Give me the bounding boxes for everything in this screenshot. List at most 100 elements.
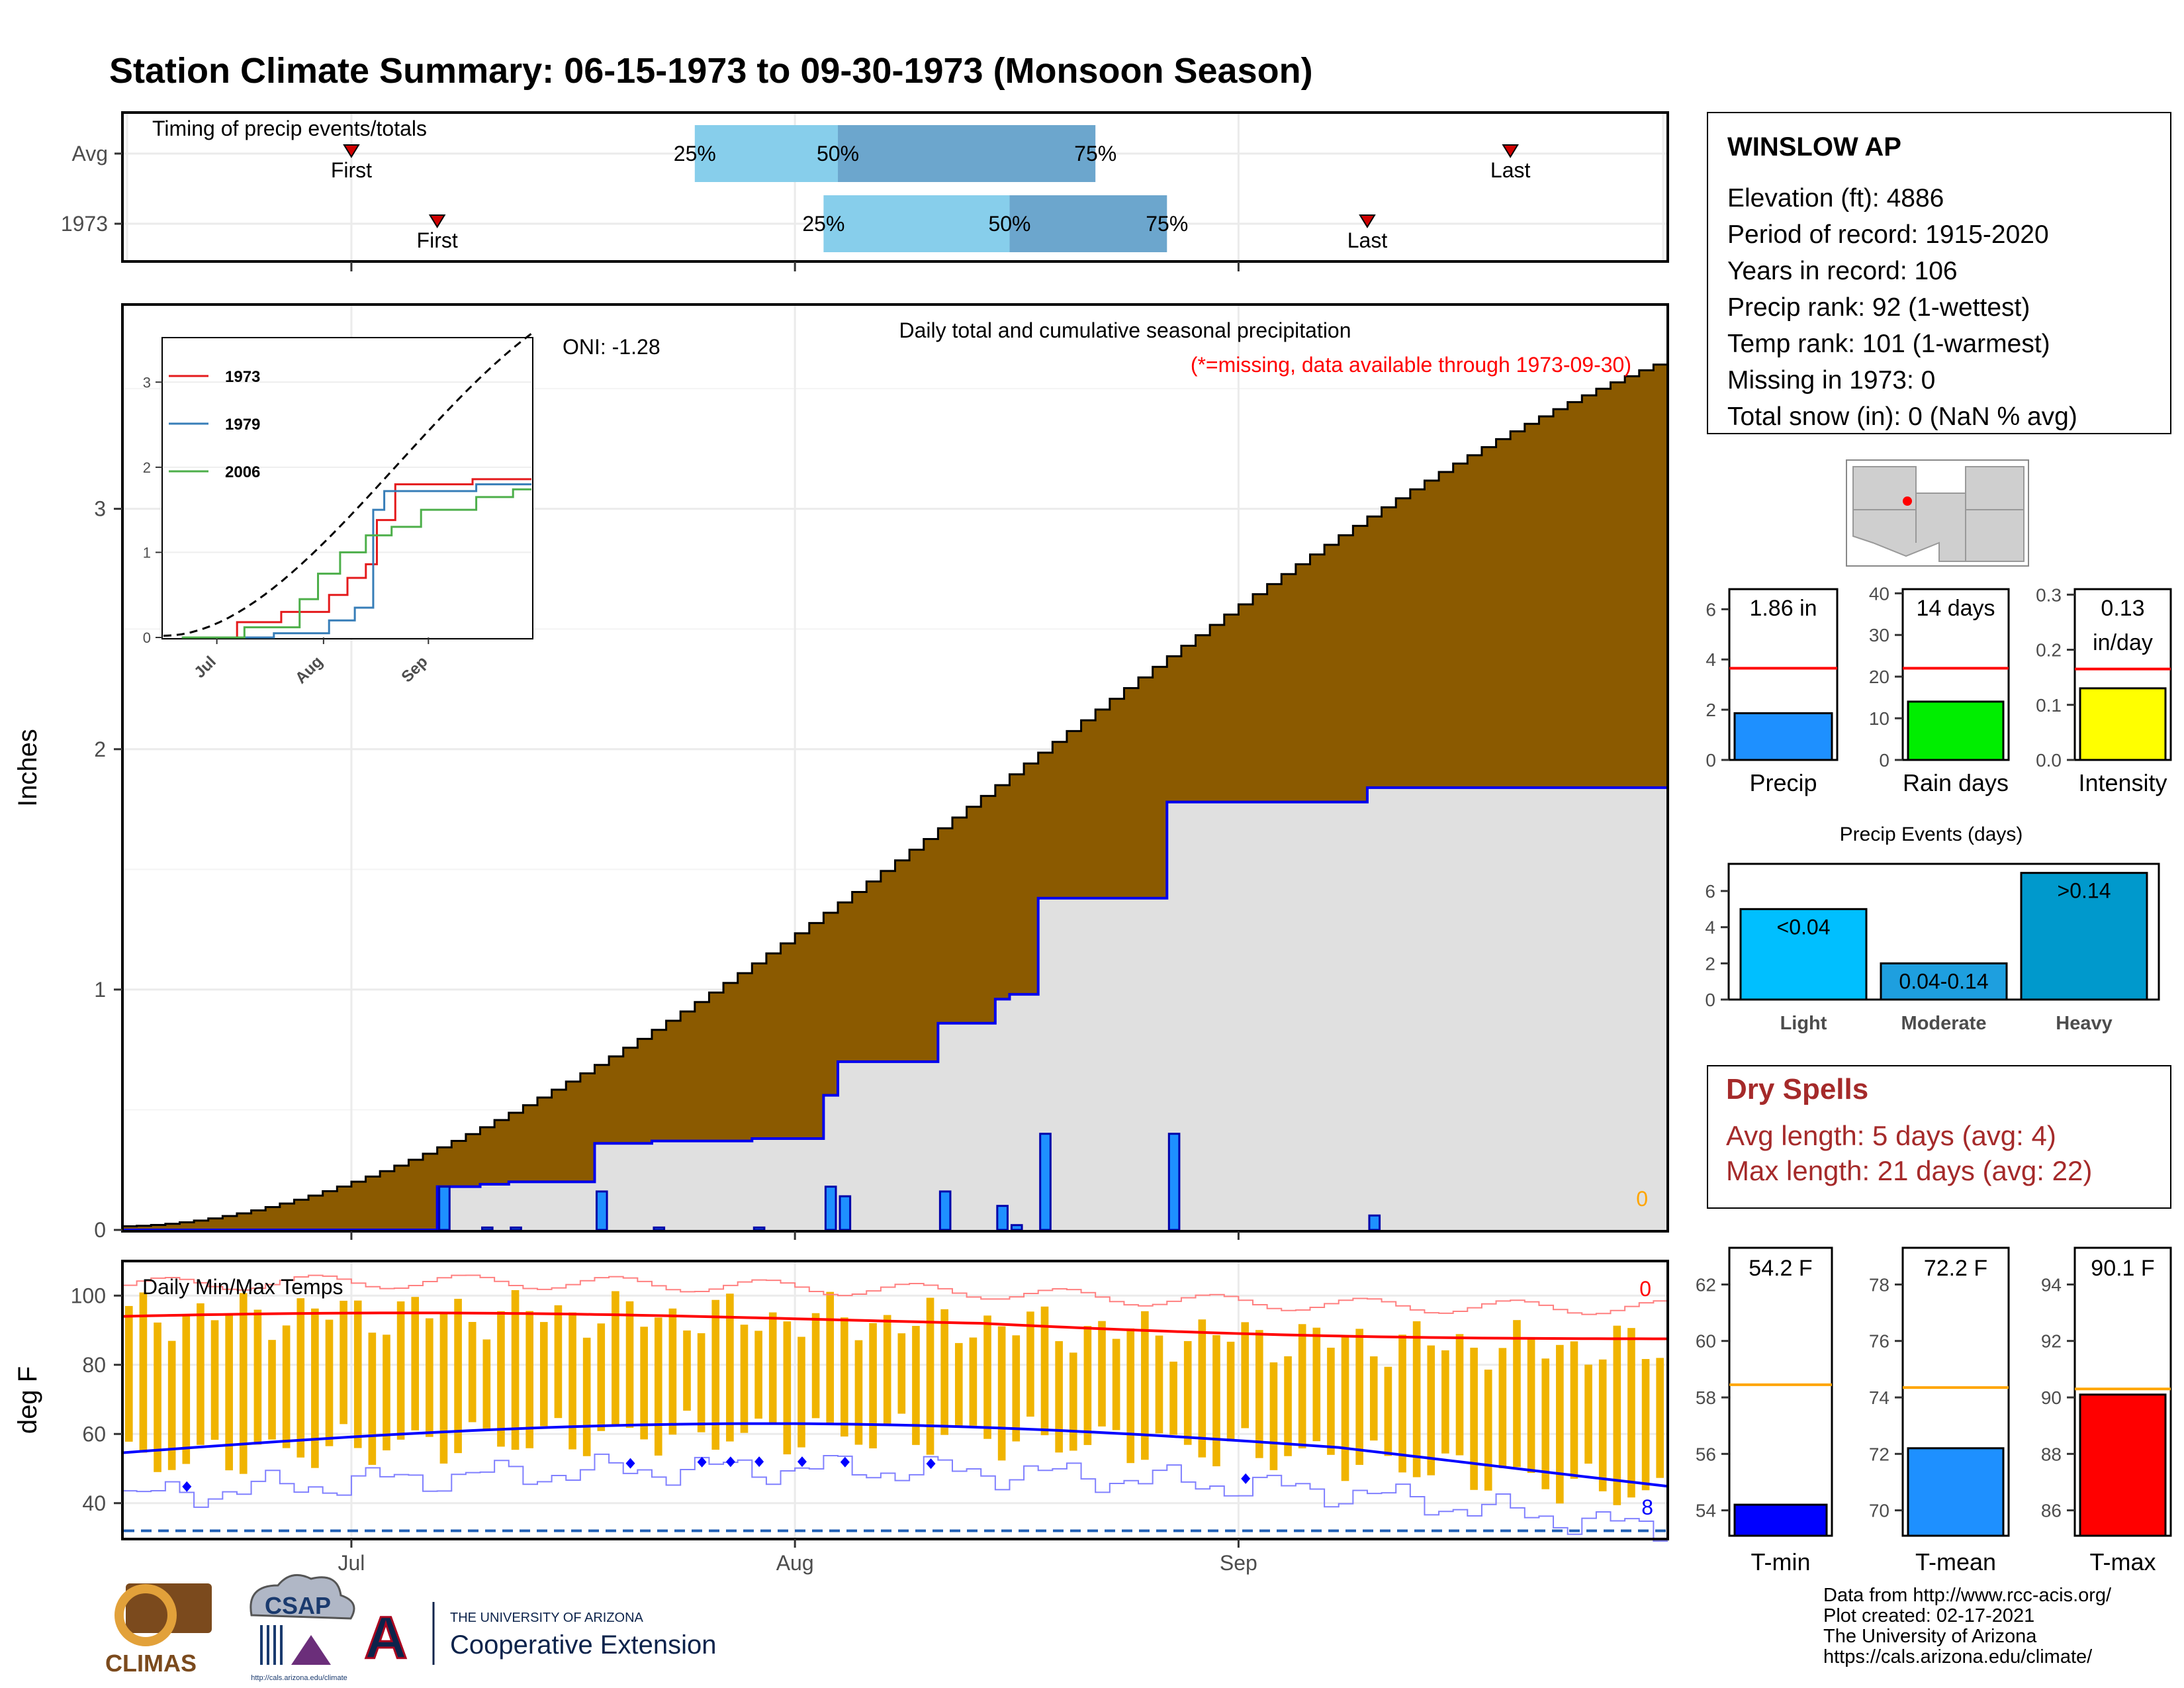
- dry-spells-avg-length: Avg length: 5 days (avg: 4): [1726, 1120, 2056, 1151]
- temp-summary-bar: [1733, 1503, 1828, 1537]
- temperature-summary-charts: 54 56 58 60 62 54.2 F T-min 70 72 74 76 78 72.2 F T-m…: [1696, 1246, 2172, 1575]
- daily-temp-bar: [1341, 1336, 1349, 1481]
- daily-temp-bar: [1155, 1335, 1163, 1434]
- temp-summary-y-tick-label: 90: [2041, 1387, 2062, 1408]
- daily-temp-bar: [754, 1331, 762, 1419]
- daily-temp-bar: [1098, 1321, 1106, 1427]
- daily-precip-bar: [653, 1226, 666, 1231]
- temp-summary-bar: [2079, 1393, 2167, 1537]
- station-box-frame: [1707, 112, 2171, 434]
- page-title: Station Climate Summary: 06-15-1973 to 0…: [109, 51, 1313, 91]
- summary-value-label: 1.86 in: [1749, 596, 1817, 621]
- daily-temp-bar: [167, 1340, 176, 1470]
- csap-logo: CSAP http://cals.arizona.edu/climate: [250, 1573, 355, 1682]
- temp-y-tick-label: 80: [82, 1353, 106, 1377]
- temp-panel-label: Daily Min/Max Temps: [142, 1275, 343, 1299]
- daily-temp-bar: [1198, 1319, 1206, 1458]
- summary-y-tick-label: 20: [1869, 667, 1889, 687]
- timing-last-label: Last: [1490, 158, 1531, 182]
- daily-temp-bar: [640, 1327, 648, 1440]
- daily-temp-bar: [225, 1315, 233, 1471]
- dry-spells-frame: [1707, 1065, 2171, 1209]
- daily-temp-bar: [182, 1315, 191, 1464]
- inset-series-line: [181, 488, 531, 639]
- daily-temp-bar: [697, 1333, 705, 1432]
- station-info-box: WINSLOW AP Elevation (ft): 4886 Period of…: [1707, 112, 2171, 434]
- daily-precip-bar: [824, 1186, 837, 1231]
- credit-line: https://cals.arizona.edu/climate/: [1823, 1646, 2093, 1667]
- timing-row-label: Avg: [71, 142, 108, 165]
- events-title: Precip Events (days): [1840, 823, 2023, 845]
- timing-row-label: 1973: [61, 212, 108, 236]
- summary-y-tick-label: 30: [1869, 625, 1889, 645]
- daily-precip-bar: [1010, 1224, 1023, 1231]
- daily-temp-bar: [1040, 1306, 1049, 1436]
- temp-panel-frame: [121, 1260, 1669, 1540]
- csap-mountain-shape: [291, 1635, 331, 1665]
- daily-temp-bar: [1470, 1347, 1478, 1490]
- daily-temp-bar: [654, 1317, 662, 1456]
- record-low-marker: [625, 1458, 635, 1469]
- temp-summary-x-label: T-min: [1751, 1548, 1811, 1575]
- station-info-line: Elevation (ft): 4886: [1727, 184, 1944, 212]
- record-low-marker: [840, 1456, 850, 1468]
- summary-x-label: Rain days: [1903, 769, 2009, 796]
- daily-temp-bar: [582, 1337, 591, 1456]
- daily-temp-bar: [597, 1323, 606, 1431]
- daily-temp-bar: [683, 1330, 691, 1411]
- summary-y-tick-label: 0.3: [2036, 585, 2062, 605]
- daily-temp-bar: [926, 1297, 934, 1455]
- daily-precip-bar: [938, 1190, 952, 1231]
- missing-note: (*=missing, data available through 1973-…: [1191, 353, 1631, 377]
- credit-line: Data from http://www.rcc-acis.org/: [1823, 1585, 2112, 1606]
- daily-temp-bar: [1284, 1356, 1292, 1456]
- station-info-line: Period of record: 1915-2020: [1727, 220, 2049, 249]
- summary-y-tick-label: 2: [1706, 700, 1716, 720]
- daily-temp-bar: [368, 1333, 377, 1465]
- temp-summary-y-tick-label: 88: [2041, 1444, 2062, 1464]
- daily-temp-bar: [1026, 1311, 1034, 1417]
- precip-y-tick-label: 0: [94, 1218, 106, 1242]
- summary-value-bar: [2079, 687, 2167, 761]
- daily-temp-bar: [625, 1301, 634, 1428]
- csap-cloud-shape: [250, 1573, 355, 1620]
- temp-y-tick-label: 100: [71, 1284, 106, 1307]
- daily-temp-bar: [1327, 1347, 1335, 1455]
- record-low-marker: [754, 1456, 764, 1468]
- summary-x-label: Precip: [1749, 769, 1817, 796]
- events-category-label: Light: [1780, 1013, 1827, 1034]
- daily-temp-bar: [497, 1311, 505, 1447]
- daily-temp-bar: [1126, 1328, 1135, 1464]
- daily-temp-bar: [396, 1301, 405, 1440]
- record-low-marker: [1241, 1473, 1251, 1484]
- csap-rain-lines: [260, 1625, 283, 1665]
- daily-temp-bar: [711, 1299, 720, 1450]
- timing-first-marker: [428, 214, 446, 228]
- events-y-tick-label: 2: [1705, 953, 1715, 974]
- summary-value-bar: [1907, 700, 2005, 761]
- temp-summary-y-tick-label: 74: [1869, 1387, 1889, 1408]
- timing-first-label: First: [331, 158, 372, 182]
- daily-temp-bar: [197, 1303, 205, 1445]
- daily-temp-bar: [1584, 1364, 1592, 1464]
- timing-p25-label: 25%: [674, 142, 716, 165]
- dry-spells-max-length: Max length: 21 days (avg: 22): [1726, 1155, 2092, 1186]
- daily-temp-bar: [311, 1308, 319, 1468]
- average-min-line: [122, 1422, 1668, 1488]
- daily-temp-bar: [154, 1322, 161, 1472]
- csap-logo-text: CSAP: [265, 1592, 331, 1619]
- summary-value-bar: [1733, 712, 1833, 761]
- daily-temp-bar: [797, 1336, 805, 1448]
- inset-series-line: [181, 483, 531, 639]
- daily-temp-bar: [1498, 1348, 1507, 1468]
- daily-temp-bar: [883, 1315, 891, 1425]
- timing-panel: Avg 25% 50% 75% First Last 1973 25% 50% 75% First L…: [61, 111, 1669, 271]
- climas-logo-sun: [114, 1584, 177, 1646]
- timing-p75-label: 75%: [1146, 212, 1188, 236]
- station-location-dot: [1903, 496, 1912, 506]
- timing-p25-label: 25%: [802, 212, 844, 236]
- inset-y-tick-label: 2: [143, 459, 151, 476]
- daily-temp-bar: [468, 1322, 477, 1423]
- inset-average-line: [163, 332, 532, 637]
- daily-temp-bar: [340, 1301, 347, 1425]
